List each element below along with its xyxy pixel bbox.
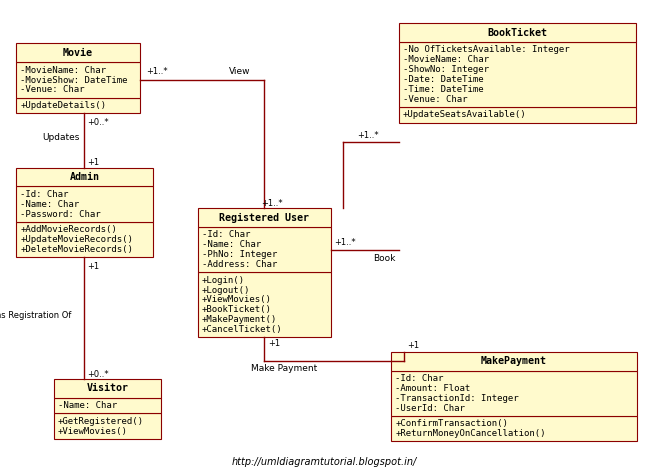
FancyBboxPatch shape	[198, 272, 331, 337]
Text: +MakePayment(): +MakePayment()	[202, 315, 277, 324]
Text: -UserId: Char: -UserId: Char	[395, 404, 465, 413]
FancyBboxPatch shape	[391, 352, 637, 371]
Text: -Password: Char: -Password: Char	[20, 210, 101, 219]
Text: +1: +1	[88, 158, 100, 167]
Text: Make Payment: Make Payment	[252, 364, 318, 373]
Text: -Time: DateTime: -Time: DateTime	[403, 85, 484, 94]
Text: -MovieShow: DateTime: -MovieShow: DateTime	[20, 76, 128, 84]
Text: +0..*: +0..*	[88, 370, 109, 379]
FancyBboxPatch shape	[16, 43, 140, 62]
Text: +ConfirmTransaction(): +ConfirmTransaction()	[395, 419, 508, 428]
FancyBboxPatch shape	[16, 98, 140, 113]
Text: Registered User: Registered User	[219, 212, 310, 223]
Text: -Date: DateTime: -Date: DateTime	[403, 75, 484, 84]
FancyBboxPatch shape	[198, 208, 331, 227]
Text: +1: +1	[267, 339, 280, 348]
Text: +1..*: +1..*	[146, 67, 167, 76]
Text: MakePayment: MakePayment	[481, 356, 547, 366]
Text: Confirms Registration Of: Confirms Registration Of	[0, 311, 71, 320]
Text: -ShowNo: Integer: -ShowNo: Integer	[403, 65, 489, 74]
Text: -MovieName: Char: -MovieName: Char	[403, 55, 489, 64]
Text: BookTicket: BookTicket	[487, 27, 548, 38]
Text: +ViewMovies(): +ViewMovies()	[58, 427, 128, 436]
FancyBboxPatch shape	[16, 168, 153, 186]
FancyBboxPatch shape	[54, 398, 161, 413]
Text: -Name: Char: -Name: Char	[20, 200, 79, 209]
Text: Visitor: Visitor	[86, 383, 129, 394]
Text: -Name: Char: -Name: Char	[202, 240, 261, 249]
Text: +DeleteMovieRecords(): +DeleteMovieRecords()	[20, 245, 133, 254]
Text: -No OfTicketsAvailable: Integer: -No OfTicketsAvailable: Integer	[403, 45, 570, 54]
Text: -Id: Char: -Id: Char	[395, 374, 444, 383]
Text: -Name: Char: -Name: Char	[58, 401, 117, 410]
Text: -Id: Char: -Id: Char	[202, 230, 251, 239]
Text: -Id: Char: -Id: Char	[20, 190, 69, 199]
FancyBboxPatch shape	[54, 379, 161, 398]
Text: -Address: Char: -Address: Char	[202, 260, 277, 269]
Text: Movie: Movie	[63, 48, 93, 58]
FancyBboxPatch shape	[198, 227, 331, 272]
Text: +Logout(): +Logout()	[202, 286, 251, 295]
FancyBboxPatch shape	[399, 42, 636, 107]
Text: +UpdateDetails(): +UpdateDetails()	[20, 101, 106, 110]
Text: http://umldiagramtutorial.blogspot.in/: http://umldiagramtutorial.blogspot.in/	[232, 456, 417, 467]
Text: +AddMovieRecords(): +AddMovieRecords()	[20, 225, 117, 234]
Text: +ViewMovies(): +ViewMovies()	[202, 295, 272, 304]
Text: Book: Book	[373, 254, 395, 263]
FancyBboxPatch shape	[16, 186, 153, 222]
FancyBboxPatch shape	[391, 416, 637, 441]
FancyBboxPatch shape	[54, 413, 161, 439]
Text: +1..*: +1..*	[357, 131, 378, 140]
FancyBboxPatch shape	[16, 222, 153, 257]
Text: +1..*: +1..*	[261, 199, 283, 208]
Text: View: View	[228, 67, 251, 76]
FancyBboxPatch shape	[391, 371, 637, 416]
Text: +UpdateMovieRecords(): +UpdateMovieRecords()	[20, 235, 133, 244]
Text: -Amount: Float: -Amount: Float	[395, 384, 471, 393]
Text: Updates: Updates	[42, 134, 80, 143]
Text: +CancelTicket(): +CancelTicket()	[202, 325, 282, 334]
Text: +ReturnMoneyOnCancellation(): +ReturnMoneyOnCancellation()	[395, 429, 546, 438]
Text: -PhNo: Integer: -PhNo: Integer	[202, 250, 277, 259]
FancyBboxPatch shape	[399, 23, 636, 42]
Text: -MovieName: Char: -MovieName: Char	[20, 66, 106, 75]
Text: +Login(): +Login()	[202, 276, 245, 285]
Text: +1: +1	[408, 341, 420, 350]
Text: +UpdateSeatsAvailable(): +UpdateSeatsAvailable()	[403, 110, 526, 119]
Text: -Venue: Char: -Venue: Char	[403, 95, 467, 104]
Text: +1..*: +1..*	[334, 238, 356, 247]
Text: +BookTicket(): +BookTicket()	[202, 305, 272, 314]
Text: -Venue: Char: -Venue: Char	[20, 85, 84, 94]
Text: +1: +1	[88, 262, 100, 271]
Text: +GetRegistered(): +GetRegistered()	[58, 417, 144, 426]
Text: +0..*: +0..*	[88, 118, 109, 127]
Text: -TransactionId: Integer: -TransactionId: Integer	[395, 394, 519, 403]
FancyBboxPatch shape	[16, 62, 140, 98]
FancyBboxPatch shape	[399, 107, 636, 123]
Text: Admin: Admin	[69, 172, 99, 182]
